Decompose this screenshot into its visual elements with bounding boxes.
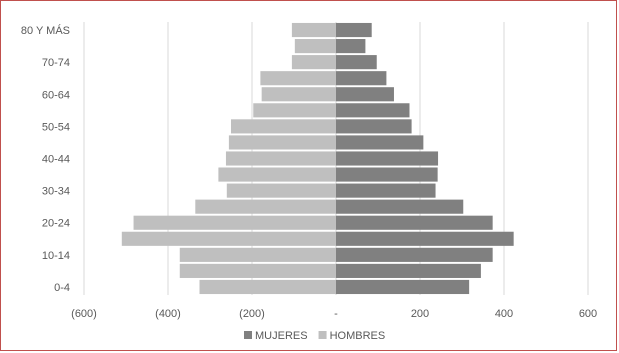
y-tick-label: 50-54 [42,121,70,133]
bar-mujeres-12 [336,87,394,102]
x-tick-label: (400) [155,308,181,320]
x-tick-label: (200) [239,308,265,320]
y-tick-label: 70-74 [42,57,70,69]
bar-hombres-14 [291,55,336,70]
bar-hombres-3 [121,231,336,246]
bar-mujeres-14 [336,55,377,70]
y-tick-label: 60-64 [42,89,70,101]
bar-hombres-1 [179,263,336,278]
bar-hombres-11 [253,103,336,118]
bar-hombres-4 [133,215,336,230]
bar-mujeres-4 [336,215,493,230]
legend-swatch-hombres [318,331,327,339]
y-tick-label: 0-4 [54,282,70,294]
bar-hombres-6 [226,183,336,198]
bar-mujeres-7 [336,167,438,182]
bar-mujeres-9 [336,135,424,150]
bar-mujeres-5 [336,199,464,214]
bar-mujeres-2 [336,247,493,262]
bar-mujeres-3 [336,231,514,246]
bar-hombres-13 [260,71,336,86]
bar-mujeres-6 [336,183,436,198]
bar-mujeres-0 [336,279,470,295]
y-tick-label: 10-14 [42,250,70,262]
bar-mujeres-16 [336,22,372,38]
bar-hombres-2 [179,247,336,262]
legend-swatch-mujeres [244,331,252,339]
bar-hombres-10 [231,119,336,134]
x-tick-label: (600) [71,308,97,320]
bar-mujeres-11 [336,103,410,118]
bar-hombres-9 [228,135,336,150]
bar-mujeres-10 [336,119,412,134]
bar-hombres-5 [195,199,336,214]
bar-hombres-0 [199,279,336,295]
bar-hombres-8 [225,151,336,166]
legend-label-mujeres: MUJERES [255,330,308,342]
bar-mujeres-15 [336,39,366,54]
bar-hombres-7 [218,167,336,182]
bar-hombres-16 [291,22,336,38]
y-tick-label: 30-34 [42,186,70,198]
x-tick-label: 600 [579,308,597,320]
bar-mujeres-1 [336,263,481,278]
x-tick-label: 200 [411,308,429,320]
bar-mujeres-13 [336,71,387,86]
x-tick-label: 400 [495,308,513,320]
bar-hombres-15 [294,39,336,54]
legend-label-hombres: HOMBRES [330,330,386,342]
y-tick-label: 80 Y MÁS [21,24,70,37]
y-tick-label: 20-24 [42,218,70,230]
x-tick-label: - [334,308,338,320]
y-tick-label: 40-44 [42,154,70,166]
bar-hombres-12 [261,87,336,102]
bar-mujeres-8 [336,151,439,166]
